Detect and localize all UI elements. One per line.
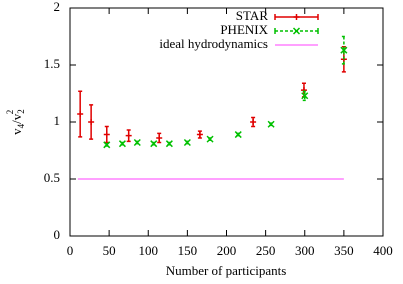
x-axis-label: Number of participants — [166, 263, 287, 278]
data-point — [267, 120, 275, 128]
data-point — [340, 46, 348, 54]
x-tick-label: 150 — [178, 243, 198, 258]
data-point — [196, 131, 203, 138]
x-tick-label: 200 — [217, 243, 237, 258]
data-point — [234, 131, 242, 139]
y-label-part: 2 — [16, 109, 26, 114]
x-tick-label: 300 — [295, 243, 315, 258]
y-tick-label: 0 — [54, 227, 61, 242]
y-label-part: 2 — [5, 110, 15, 115]
legend-label: ideal hydrodynamics — [159, 36, 268, 51]
data-point — [125, 132, 132, 139]
data-point — [165, 140, 173, 148]
data-point — [250, 119, 257, 125]
y-label-part: v — [9, 128, 24, 135]
y-tick-label: 0.5 — [44, 170, 60, 185]
legend-label: PHENIX — [220, 22, 268, 37]
x-tick-label: 350 — [334, 243, 354, 258]
data-point — [206, 135, 214, 143]
data-point — [103, 131, 110, 138]
legend-caps — [274, 14, 319, 20]
x-tick-label: 400 — [373, 243, 393, 258]
data-point — [150, 140, 158, 148]
y-tick-label: 1 — [54, 113, 61, 128]
x-tick-label: 50 — [103, 243, 116, 258]
x-tick-label: 100 — [139, 243, 159, 258]
y-label-part: /v — [9, 113, 24, 124]
data-point — [293, 14, 300, 20]
x-tick-label: 250 — [256, 243, 276, 258]
data-point — [88, 119, 95, 125]
error-bar — [341, 35, 346, 65]
data-point — [183, 138, 191, 147]
y-tick-label: 1.5 — [44, 56, 60, 71]
data-point — [77, 111, 84, 118]
data-point — [292, 27, 301, 35]
data-point — [156, 134, 163, 141]
legend-label: STAR — [236, 8, 269, 23]
data-point — [301, 92, 309, 100]
y-tick-label: 2 — [54, 0, 61, 14]
data-point — [118, 140, 126, 148]
data-point — [300, 87, 307, 94]
y-axis-label: v4/v22 — [5, 109, 26, 135]
error-bar — [302, 90, 307, 102]
x-tick-label: 0 — [67, 243, 74, 258]
data-point — [133, 138, 141, 147]
data-point — [103, 141, 111, 149]
y-label-part: 4 — [16, 123, 26, 128]
legend-caps — [274, 28, 319, 34]
